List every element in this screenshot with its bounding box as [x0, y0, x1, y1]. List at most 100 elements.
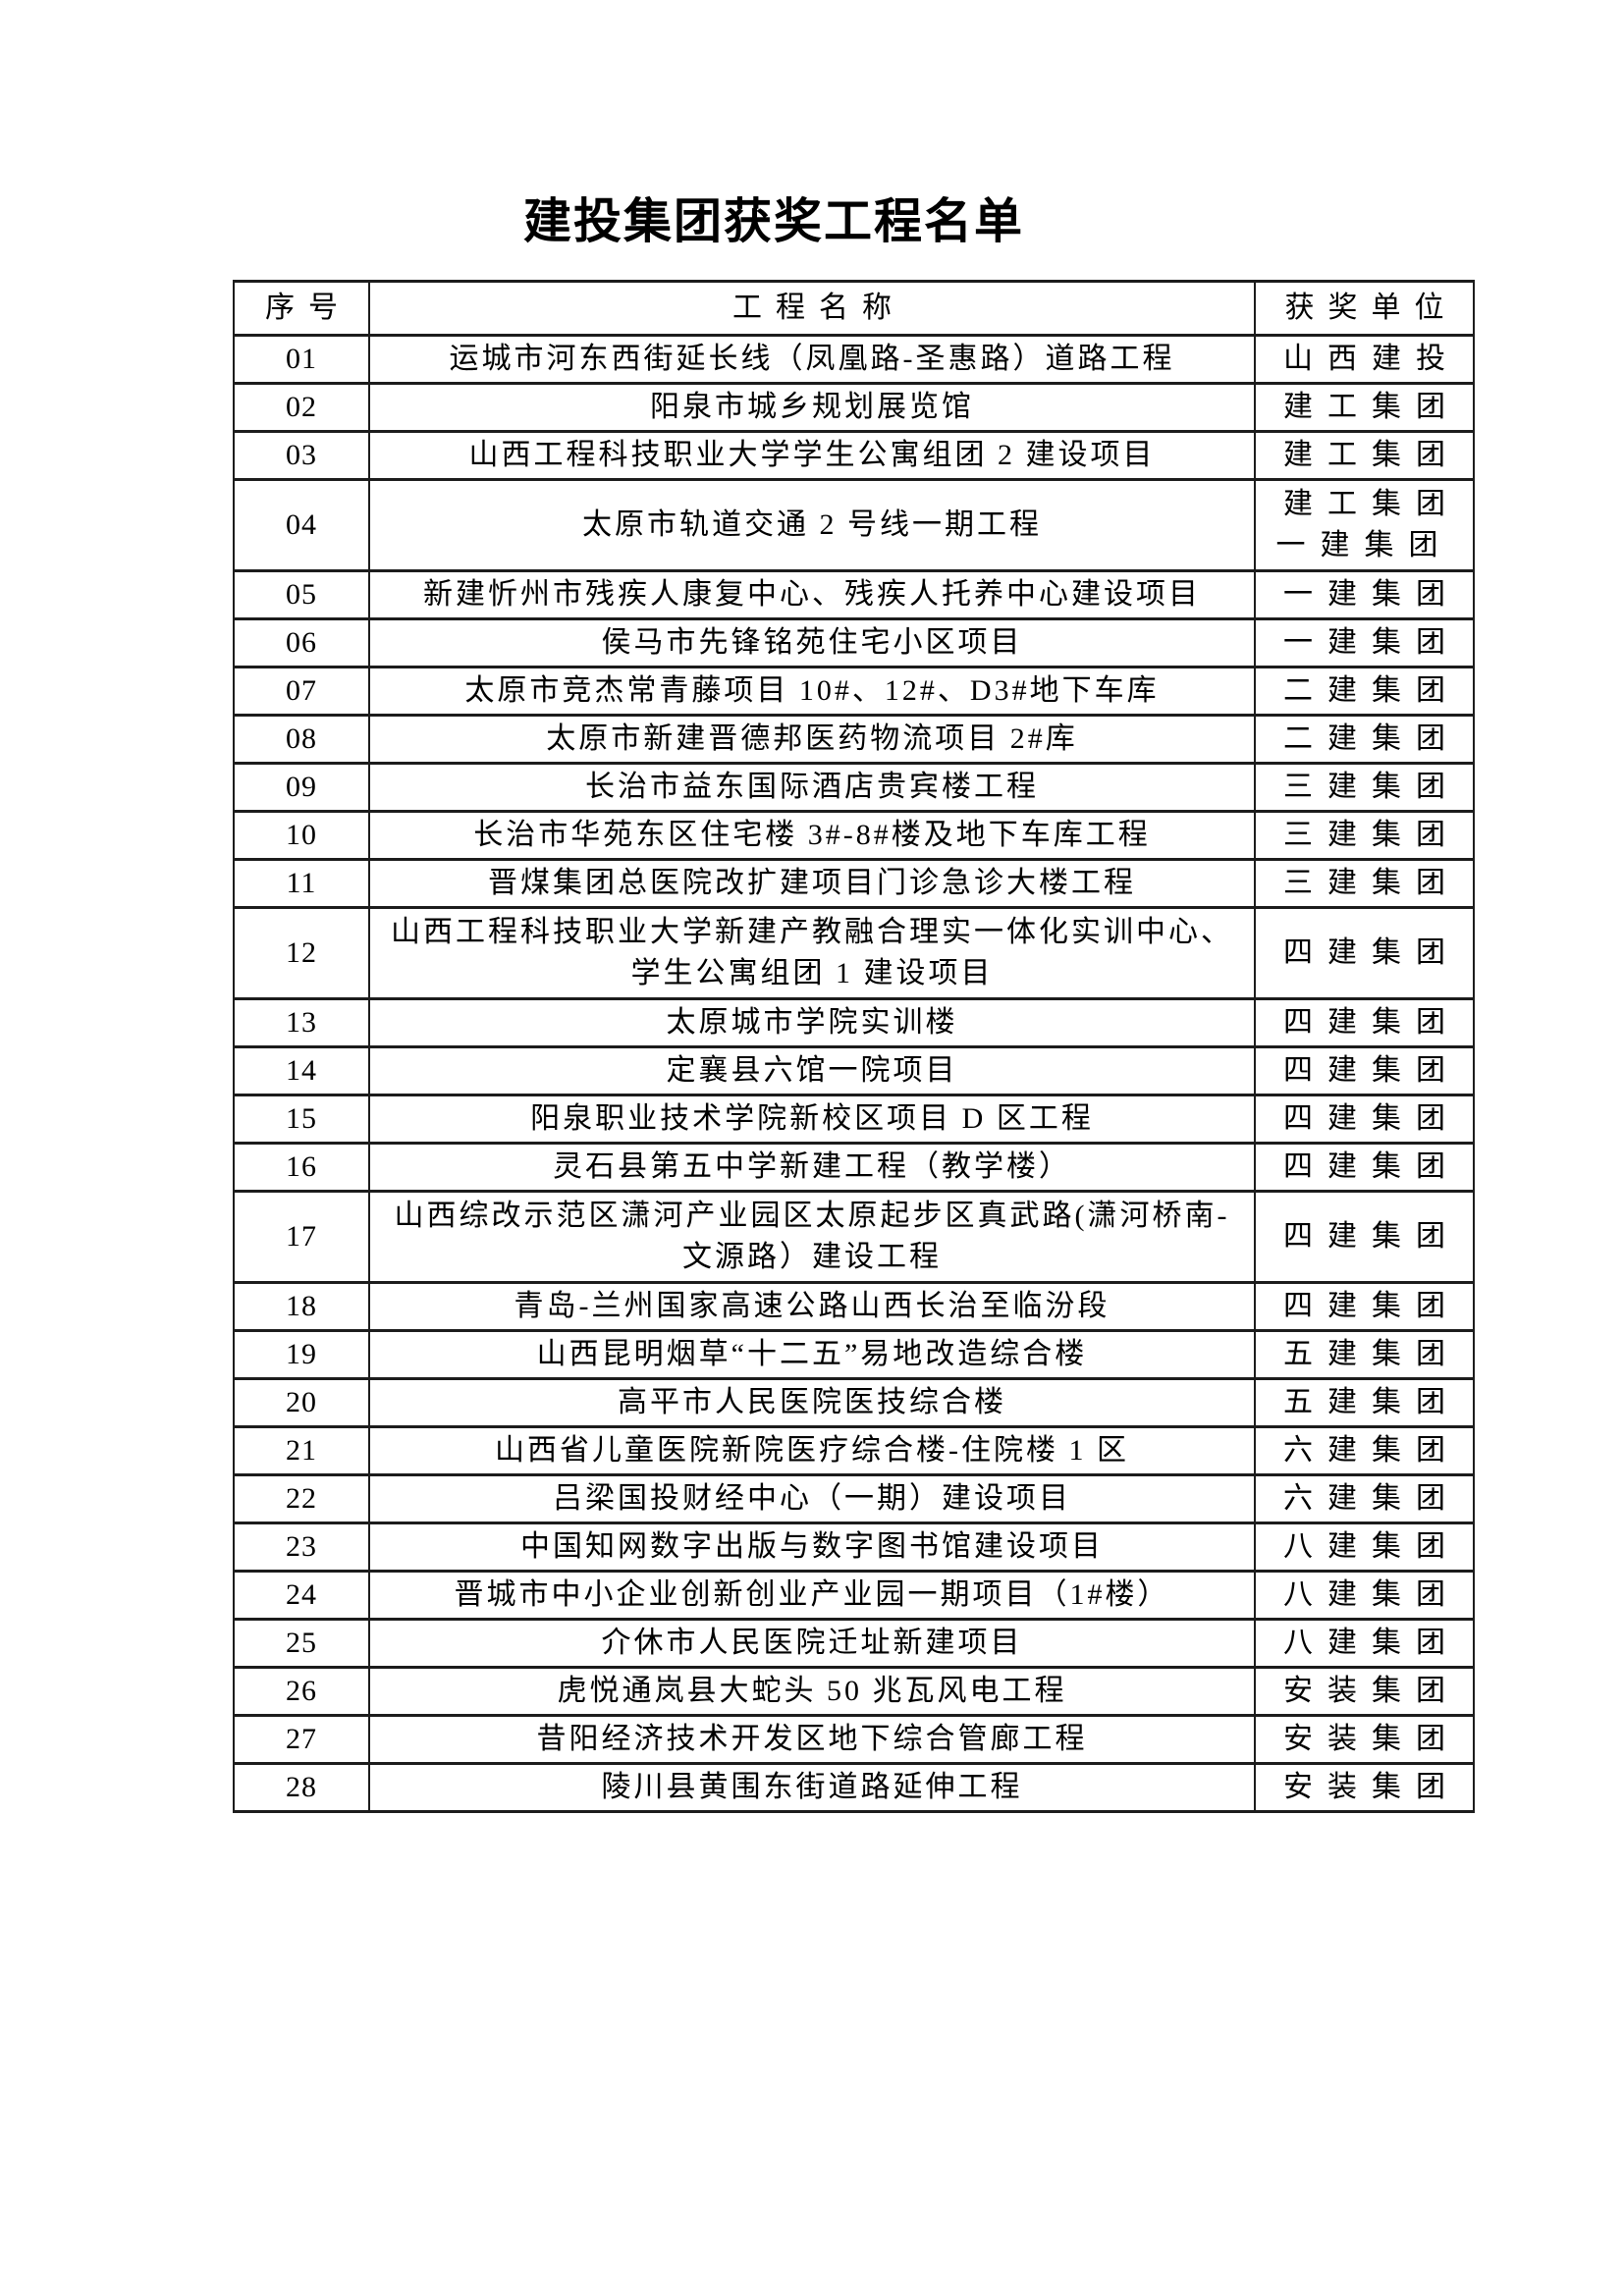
project-name-cell: 晋煤集团总医院改扩建项目门诊急诊大楼工程: [368, 858, 1256, 909]
project-name-cell: 长治市益东国际酒店贵宾楼工程: [368, 762, 1256, 813]
row-number-cell: 11: [233, 858, 370, 909]
project-name-cell: 山西工程科技职业大学新建产教融合理实一体化实训中心、 学生公寓组团 1 建设项目: [368, 906, 1256, 1000]
table-row: 26 虎悦通岚县大蛇头 50 兆瓦风电工程 安装集团: [233, 1666, 1475, 1717]
column-header-no: 序号: [233, 280, 370, 337]
table-row: 17 山西综改示范区潇河产业园区太原起步区真武路(潇河桥南- 文源路）建设工程 四建…: [233, 1190, 1475, 1284]
project-name-cell: 灵石县第五中学新建工程（教学楼）: [368, 1142, 1256, 1193]
project-name-cell: 山西昆明烟草“十二五”易地改造综合楼: [368, 1329, 1256, 1380]
award-unit-cell: 五建集团: [1254, 1329, 1475, 1380]
award-unit-cell: 四建集团: [1254, 1045, 1475, 1096]
award-unit-cell: 三建集团: [1254, 762, 1475, 813]
table-row: 21 山西省儿童医院新院医疗综合楼-住院楼 1 区六建集团: [233, 1425, 1475, 1476]
project-name-cell: 太原城市学院实训楼: [368, 997, 1256, 1048]
award-unit-cell: 八建集团: [1254, 1618, 1475, 1669]
row-number-cell: 28: [233, 1762, 370, 1813]
award-unit-cell: 二建集团: [1254, 666, 1475, 717]
table-row: 03 山西工程科技职业大学学生公寓组团 2 建设项目 建工集团: [233, 430, 1475, 481]
award-unit-cell: 四建集团: [1254, 1142, 1475, 1193]
award-unit-cell: 二建集团: [1254, 714, 1475, 765]
award-unit-cell: 建工集团: [1254, 430, 1475, 481]
project-name-cell: 太原市轨道交通 2 号线一期工程: [368, 478, 1256, 572]
row-number-cell: 23: [233, 1522, 370, 1573]
table-row: 09 长治市益东国际酒店贵宾楼工程 三建集团: [233, 762, 1475, 813]
award-unit-cell: 山西建投: [1254, 334, 1475, 385]
project-name-cell: 定襄县六馆一院项目: [368, 1045, 1256, 1096]
table-row: 06 侯马市先锋铭苑住宅小区项目 一建集团: [233, 617, 1475, 668]
table-header-row: 序号 工程名称 获奖单位: [233, 280, 1475, 337]
table-row: 08 太原市新建晋德邦医药物流项目 2#库 二建集团: [233, 714, 1475, 765]
row-number-cell: 06: [233, 617, 370, 668]
project-name-cell: 运城市河东西街延长线（凤凰路-圣惠路）道路工程: [368, 334, 1256, 385]
table-row: 23 中国知网数字出版与数字图书馆建设项目 八建集团: [233, 1522, 1475, 1573]
column-header-project-name: 工程名称: [368, 280, 1256, 337]
table-row: 11 晋煤集团总医院改扩建项目门诊急诊大楼工程 三建集团: [233, 858, 1475, 909]
row-number-cell: 16: [233, 1142, 370, 1193]
project-name-cell: 高平市人民医院医技综合楼: [368, 1377, 1256, 1428]
award-unit-cell: 八建集团: [1254, 1570, 1475, 1621]
award-unit-cell: 六建集团: [1254, 1473, 1475, 1524]
table-row: 01 运城市河东西街延长线（凤凰路-圣惠路）道路工程 山西建投: [233, 334, 1475, 385]
table-row: 13 太原城市学院实训楼 四建集团: [233, 997, 1475, 1048]
row-number-cell: 19: [233, 1329, 370, 1380]
project-name-cell: 太原市竞杰常青藤项目 10#、12#、D3#地下车库: [368, 666, 1256, 717]
award-unit-cell: 安装集团: [1254, 1666, 1475, 1717]
row-number-cell: 02: [233, 382, 370, 433]
table-row: 07 太原市竞杰常青藤项目 10#、12#、D3#地下车库 二建集团: [233, 666, 1475, 717]
project-name-cell: 山西综改示范区潇河产业园区太原起步区真武路(潇河桥南- 文源路）建设工程: [368, 1190, 1256, 1284]
row-number-cell: 05: [233, 569, 370, 620]
project-name-cell: 陵川县黄围东街道路延伸工程: [368, 1762, 1256, 1813]
award-unit-cell: 四建集团: [1254, 1094, 1475, 1145]
row-number-cell: 22: [233, 1473, 370, 1524]
table-row: 14 定襄县六馆一院项目 四建集团: [233, 1045, 1475, 1096]
project-name-cell: 侯马市先锋铭苑住宅小区项目: [368, 617, 1256, 668]
project-name-cell: 介休市人民医院迁址新建项目: [368, 1618, 1256, 1669]
project-name-cell: 太原市新建晋德邦医药物流项目 2#库: [368, 714, 1256, 765]
project-name-cell: 青岛-兰州国家高速公路山西长治至临汾段: [368, 1281, 1256, 1332]
project-name-cell: 中国知网数字出版与数字图书馆建设项目: [368, 1522, 1256, 1573]
award-unit-cell: 安装集团: [1254, 1762, 1475, 1813]
row-number-cell: 20: [233, 1377, 370, 1428]
row-number-cell: 08: [233, 714, 370, 765]
row-number-cell: 07: [233, 666, 370, 717]
project-name-cell: 山西省儿童医院新院医疗综合楼-住院楼 1 区: [368, 1425, 1256, 1476]
row-number-cell: 24: [233, 1570, 370, 1621]
row-number-cell: 27: [233, 1714, 370, 1765]
table-body: 01 运城市河东西街延长线（凤凰路-圣惠路）道路工程 山西建投 02 阳泉市城乡规划展览…: [233, 334, 1475, 1813]
row-number-cell: 03: [233, 430, 370, 481]
table-row: 28 陵川县黄围东街道路延伸工程 安装集团: [233, 1762, 1475, 1813]
row-number-cell: 18: [233, 1281, 370, 1332]
table-row: 18 青岛-兰州国家高速公路山西长治至临汾段 四建集团: [233, 1281, 1475, 1332]
table-row: 15 阳泉职业技术学院新校区项目 D 区工程 四建集团: [233, 1094, 1475, 1145]
row-number-cell: 14: [233, 1045, 370, 1096]
row-number-cell: 12: [233, 906, 370, 1000]
award-unit-cell: 四建集团: [1254, 997, 1475, 1048]
table-row: 16 灵石县第五中学新建工程（教学楼） 四建集团: [233, 1142, 1475, 1193]
award-unit-cell: 建工集团: [1254, 382, 1475, 433]
table-row: 10 长治市华苑东区住宅楼 3#-8#楼及地下车库工程 三建集团: [233, 810, 1475, 861]
row-number-cell: 13: [233, 997, 370, 1048]
page-title: 建投集团获奖工程名单: [522, 195, 1024, 248]
award-unit-cell: 三建集团: [1254, 858, 1475, 909]
row-number-cell: 15: [233, 1094, 370, 1145]
award-unit-cell: 六建集团: [1254, 1425, 1475, 1476]
award-unit-cell: 建工集团 一建集团: [1254, 478, 1475, 572]
project-name-cell: 阳泉职业技术学院新校区项目 D 区工程: [368, 1094, 1256, 1145]
table-row: 04 太原市轨道交通 2 号线一期工程 建工集团 一建集团: [233, 478, 1475, 572]
row-number-cell: 04: [233, 478, 370, 572]
table-row: 02 阳泉市城乡规划展览馆 建工集团: [233, 382, 1475, 433]
project-name-cell: 吕梁国投财经中心（一期）建设项目: [368, 1473, 1256, 1524]
awards-table: 序号 工程名称 获奖单位 01 运城市河东西街延长线（凤凰路-圣惠路）道路工程 山西…: [233, 280, 1475, 1813]
row-number-cell: 21: [233, 1425, 370, 1476]
project-name-cell: 昔阳经济技术开发区地下综合管廊工程: [368, 1714, 1256, 1765]
table-row: 20 高平市人民医院医技综合楼 五建集团: [233, 1377, 1475, 1428]
table-row: 19 山西昆明烟草“十二五”易地改造综合楼 五建集团: [233, 1329, 1475, 1380]
award-unit-cell: 五建集团: [1254, 1377, 1475, 1428]
project-name-cell: 阳泉市城乡规划展览馆: [368, 382, 1256, 433]
award-unit-cell: 一建集团: [1254, 617, 1475, 668]
project-name-cell: 长治市华苑东区住宅楼 3#-8#楼及地下车库工程: [368, 810, 1256, 861]
row-number-cell: 17: [233, 1190, 370, 1284]
award-unit-cell: 四建集团: [1254, 1281, 1475, 1332]
row-number-cell: 01: [233, 334, 370, 385]
award-unit-cell: 四建集团: [1254, 1190, 1475, 1284]
